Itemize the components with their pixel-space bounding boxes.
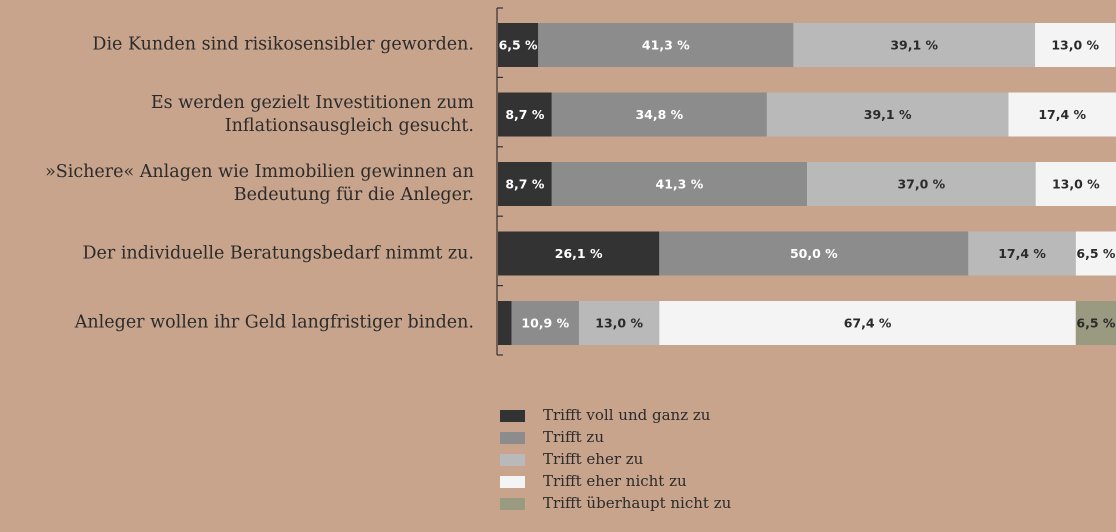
bar-segment xyxy=(1008,92,1116,137)
category-label: Anleger wollen ihr Geld langfristiger bi… xyxy=(74,312,474,333)
bar-segment xyxy=(807,162,1036,206)
value-label: 13,0 % xyxy=(595,316,643,331)
value-label: 26,1 % xyxy=(555,246,603,261)
category-label: Die Kunden sind risikosensibler geworden… xyxy=(92,34,474,55)
bar-segment xyxy=(551,92,767,137)
value-label: 8,7 % xyxy=(505,177,544,192)
bar-segment xyxy=(511,301,579,345)
value-label: 41,3 % xyxy=(642,38,690,53)
value-label: 67,4 % xyxy=(844,316,892,331)
value-label: 50,0 % xyxy=(790,246,838,261)
bar-segment xyxy=(498,92,552,137)
bar-segment xyxy=(659,231,969,276)
value-label: 34,8 % xyxy=(635,107,683,122)
bar-segment xyxy=(659,301,1076,345)
bar-segment xyxy=(1035,162,1116,206)
value-label: 10,9 % xyxy=(521,316,569,331)
value-label: 39,1 % xyxy=(864,107,912,122)
bar-segment xyxy=(538,23,794,67)
bar-segment xyxy=(793,23,1036,67)
legend-label: Trifft eher nicht zu xyxy=(543,472,687,490)
legend-swatch xyxy=(500,498,525,510)
legend-label: Trifft voll und ganz zu xyxy=(543,406,711,424)
value-label: 6,5 % xyxy=(1076,246,1115,261)
value-label: 17,4 % xyxy=(1038,107,1086,122)
value-label: 37,0 % xyxy=(897,177,945,192)
bar-segment xyxy=(498,231,660,276)
value-label: 41,3 % xyxy=(656,177,704,192)
bar-segment xyxy=(766,92,1009,137)
legend-swatch xyxy=(500,432,525,444)
bar-segment xyxy=(968,231,1076,276)
value-label: 13,0 % xyxy=(1052,177,1100,192)
legend-swatch xyxy=(500,410,525,422)
legend-swatch xyxy=(500,454,525,466)
value-label: 39,1 % xyxy=(890,38,938,53)
value-label: 8,7 % xyxy=(505,107,544,122)
bar-segment xyxy=(498,301,512,345)
category-label: Es werden gezielt Investitionen zum Infl… xyxy=(150,92,474,136)
value-label: 17,4 % xyxy=(998,246,1046,261)
bar-segment xyxy=(498,23,539,67)
bar-segment xyxy=(551,162,807,206)
legend-label: Trifft eher zu xyxy=(543,450,644,468)
value-label: 6,5 % xyxy=(499,38,538,53)
bar-segment xyxy=(1075,231,1116,276)
legend-label: Trifft überhaupt nicht zu xyxy=(543,494,732,512)
bar-segment xyxy=(1075,301,1116,345)
category-label: »Sichere« Anlagen wie Immobilien gewinne… xyxy=(45,162,474,205)
bar-segment xyxy=(498,162,552,206)
bar-segment xyxy=(578,301,660,345)
legend-label: Trifft zu xyxy=(543,428,604,446)
category-label: Der individuelle Beratungsbedarf nimmt z… xyxy=(82,243,475,263)
value-label: 13,0 % xyxy=(1051,38,1099,53)
legend-swatch xyxy=(500,476,525,488)
value-label: 6,5 % xyxy=(1076,316,1115,331)
bar-segment xyxy=(1035,23,1116,67)
